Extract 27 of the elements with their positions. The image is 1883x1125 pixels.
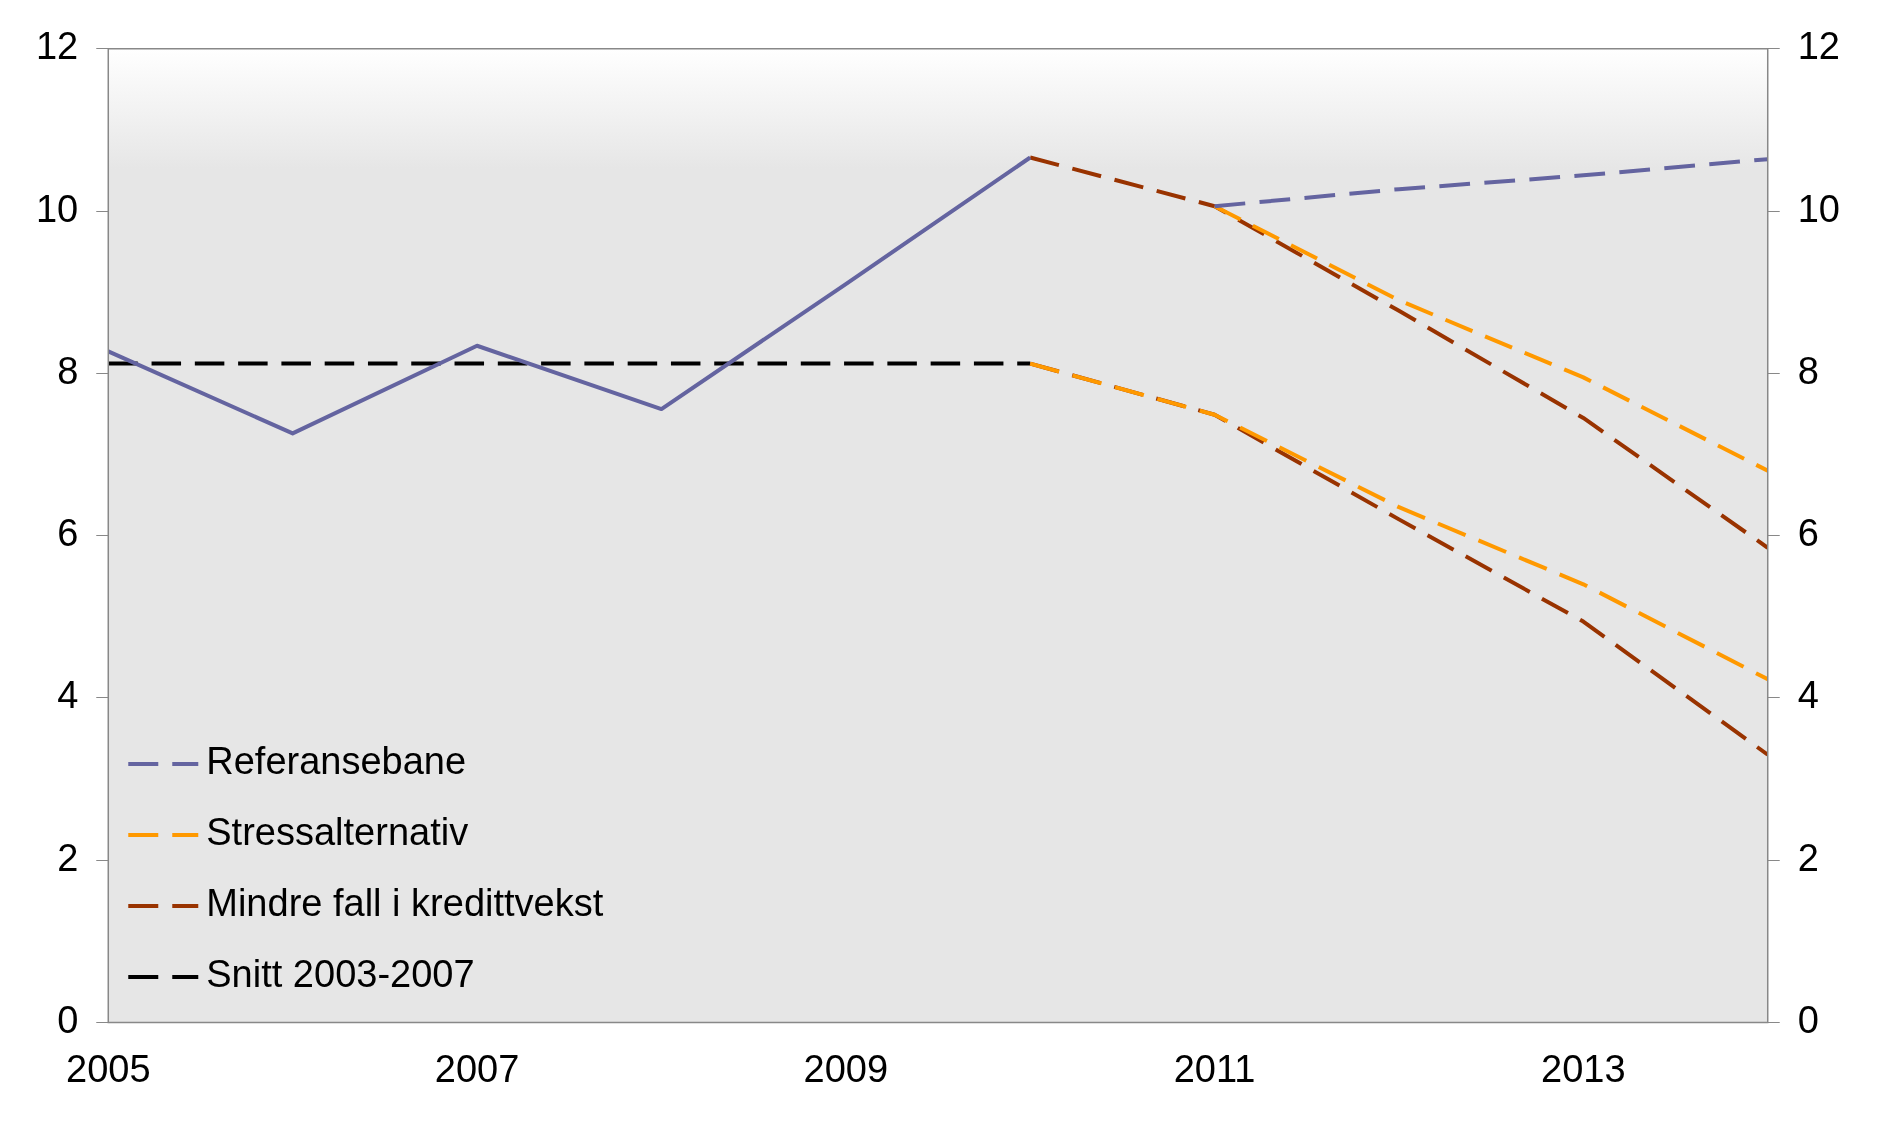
x-tick-label: 2013	[1541, 1047, 1626, 1090]
legend-label: Mindre fall i kredittvekst	[206, 882, 604, 925]
y-tick-label: 8	[57, 349, 79, 392]
y2-tick-label: 10	[1797, 187, 1841, 230]
line-series	[1212, 204, 1768, 473]
y2-tick-label: 4	[1797, 674, 1819, 717]
y-tick-label: 4	[57, 674, 79, 717]
x-tick-label: 2011	[1173, 1047, 1256, 1090]
y2-tick-label: 0	[1797, 998, 1819, 1041]
legend-label: Snitt 2003-2007	[206, 953, 475, 996]
y-tick-label: 0	[57, 998, 79, 1041]
line-series	[1028, 155, 1768, 550]
y2-tick-label: 2	[1797, 836, 1819, 879]
y-tick-label: 12	[35, 25, 79, 68]
line-series	[1212, 157, 1768, 209]
x-tick-label: 2005	[65, 1047, 151, 1090]
y2-tick-label: 6	[1797, 512, 1819, 555]
y2-tick-label: 12	[1797, 25, 1841, 68]
y-tick-label: 10	[35, 187, 79, 230]
x-tick-label: 2007	[434, 1047, 520, 1090]
line-series	[1028, 361, 1768, 682]
y2-tick-label: 8	[1797, 349, 1819, 392]
y-tick-label: 2	[57, 836, 79, 879]
x-tick-label: 2009	[803, 1047, 889, 1090]
legend-label: Referansebane	[206, 740, 467, 783]
y-tick-label: 6	[57, 512, 79, 555]
legend-label: Stressalternativ	[206, 811, 469, 854]
